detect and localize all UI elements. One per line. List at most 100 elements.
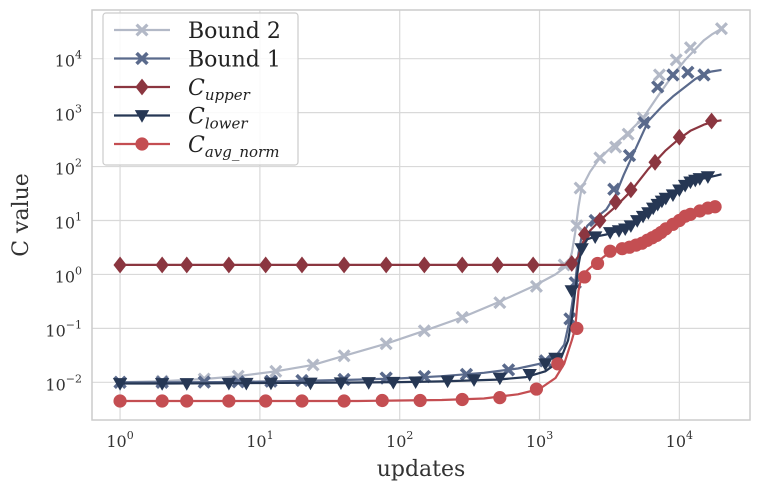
series-2 <box>113 112 722 274</box>
data-point <box>221 377 237 391</box>
series-layer <box>112 22 728 408</box>
data-point <box>622 148 637 163</box>
data-point <box>259 256 273 274</box>
data-point <box>700 171 716 184</box>
series-3 <box>112 171 722 391</box>
data-point <box>577 226 592 243</box>
data-point <box>239 377 254 391</box>
legend-marker <box>135 23 149 37</box>
data-point <box>577 270 592 284</box>
data-point <box>113 394 127 408</box>
legend-label: Cavg_norm <box>188 133 279 161</box>
data-point <box>386 376 401 390</box>
data-point <box>623 220 639 233</box>
data-point <box>337 349 351 363</box>
data-point <box>637 116 651 130</box>
data-point <box>417 324 431 338</box>
data-point <box>621 127 635 141</box>
data-point <box>155 256 169 274</box>
data-point <box>455 310 469 324</box>
legend-marker <box>135 78 149 96</box>
data-point <box>379 337 393 351</box>
data-point <box>154 378 170 391</box>
data-point <box>455 392 469 407</box>
data-point <box>493 391 507 405</box>
data-point <box>704 112 719 130</box>
data-point <box>681 65 695 79</box>
data-point <box>590 256 605 271</box>
data-point <box>587 231 603 244</box>
data-point <box>408 376 423 390</box>
data-point <box>333 377 349 390</box>
plot-frame <box>91 9 751 421</box>
legend-marker <box>135 51 149 66</box>
data-point <box>440 375 455 389</box>
x-tick-label: 101 <box>246 429 273 451</box>
data-point <box>180 256 194 274</box>
data-point <box>570 321 584 335</box>
data-point <box>295 394 309 408</box>
data-point <box>714 22 728 36</box>
y-axis-label: C value <box>9 173 34 257</box>
data-point <box>417 256 431 274</box>
data-point <box>413 393 427 408</box>
data-point <box>375 393 389 408</box>
data-point <box>222 256 236 274</box>
data-point <box>295 256 309 274</box>
legend-label: Cupper <box>188 76 251 104</box>
data-point <box>112 378 128 391</box>
legend-marker <box>134 110 150 123</box>
data-point <box>609 193 623 211</box>
data-point <box>697 68 711 82</box>
y-tick-label: 10−2 <box>45 372 82 394</box>
data-point <box>538 358 553 372</box>
data-point <box>602 227 618 240</box>
data-point <box>658 192 674 206</box>
series-line <box>120 173 722 385</box>
data-point <box>263 377 279 391</box>
x-tick-label: 104 <box>666 429 693 451</box>
data-point <box>607 182 621 196</box>
data-point <box>529 279 543 293</box>
data-point <box>155 394 169 408</box>
data-point <box>692 173 707 186</box>
data-point <box>574 243 589 256</box>
data-point <box>337 256 351 274</box>
x-tick-label: 100 <box>106 429 133 451</box>
y-tick-label: 10−1 <box>45 318 82 340</box>
y-tick-label: 101 <box>55 211 82 233</box>
data-point <box>648 153 662 171</box>
data-point <box>179 378 194 391</box>
data-point <box>672 128 686 146</box>
data-point <box>522 369 537 382</box>
data-point <box>361 377 376 390</box>
data-point <box>609 140 623 154</box>
data-point <box>526 256 540 274</box>
series-4 <box>113 200 722 408</box>
data-point <box>651 80 665 94</box>
data-point <box>466 374 482 387</box>
legend-label: Bound 2 <box>188 19 281 44</box>
legend-box <box>102 12 299 166</box>
data-point <box>593 151 607 165</box>
data-point <box>337 394 351 408</box>
y-tick-label: 103 <box>55 103 82 125</box>
legend-marker <box>135 137 149 151</box>
data-point <box>570 219 584 233</box>
x-tick-label: 102 <box>386 429 413 451</box>
data-point <box>666 68 680 82</box>
data-point <box>259 394 273 408</box>
y-axis-ticks: 10−2 10−1 100 101 102 103 104 <box>45 49 82 395</box>
data-point <box>593 212 607 229</box>
y-tick-label: 102 <box>55 157 82 179</box>
data-point <box>306 358 320 372</box>
x-tick-label: 103 <box>526 429 553 451</box>
data-point <box>269 364 283 378</box>
x-axis-ticks: 100 101 102 103 104 <box>106 429 693 451</box>
data-point <box>197 375 211 389</box>
data-point <box>492 372 508 386</box>
data-point <box>303 377 318 391</box>
y-tick-label: 104 <box>55 49 82 71</box>
